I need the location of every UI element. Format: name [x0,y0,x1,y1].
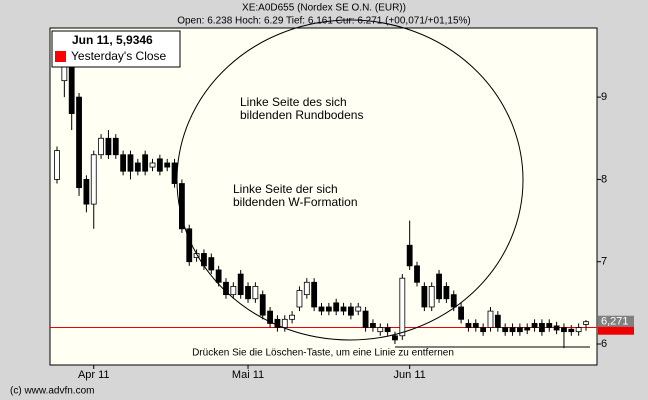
candle-body [487,310,494,328]
candle-body [68,63,75,114]
chart-title: XE:A0D655 (Nordex SE O.N. (EUR)) [242,3,406,14]
candle-body [245,286,251,300]
candle-body [458,306,464,320]
candle-body [472,323,479,328]
annotation: Linke Seite der sich [233,182,338,196]
candle-body [539,323,545,333]
candle-body [164,162,171,168]
x-tick-label: Apr 11 [78,369,110,381]
candle-body [179,183,185,230]
candle-body [428,286,435,308]
candle-body [156,158,163,172]
candle-body [54,150,60,180]
candle-body [421,286,428,308]
candle-body [465,323,472,328]
candle-body [98,137,104,156]
copyright: (c) www.advfn.com [10,386,94,397]
candle-body [524,327,531,331]
candle-body [215,269,222,283]
candle-body [384,327,391,333]
candle-body [553,325,560,331]
candle-body [575,327,582,333]
candle-body [171,162,178,184]
candle-body [509,327,516,333]
annotation: Linke Seite des sich [240,95,347,109]
y-tick-label: 7 [601,256,607,268]
candle-body [502,327,509,333]
y-tick-label: 6 [601,338,607,350]
candle-body [120,154,127,172]
candle-body [583,321,589,325]
candle-body [561,327,567,333]
candle-body [90,154,97,205]
candle-body [230,286,237,296]
annotation: Drücken Sie die Löschen-Taste, um eine L… [192,348,454,359]
candle-body [340,306,347,312]
candle-body [142,154,149,172]
legend-box [51,30,181,68]
candle-body [149,162,156,168]
legend-label: Yesterday's Close [71,49,167,63]
candle-body [414,265,420,283]
candle-body [274,318,281,328]
candle-body [370,323,376,328]
marks [50,39,597,349]
chart-subtitle: Open: 6.238 Hoch: 6.29 Tief: 6.161 Cur: … [177,16,471,27]
annotation: bildenden Rundbodens [240,108,363,122]
candle-body [406,244,413,267]
candle-body [516,327,523,333]
candle-body [252,286,259,300]
candle-body [311,281,318,308]
candle-body [399,277,406,337]
candle-body [546,323,553,328]
legend-title: Jun 11, 5,9346 [72,33,153,47]
legend-swatch [55,51,66,62]
current-price-label: 6,271 [601,316,629,328]
candle-body [303,281,310,296]
annotation: bildenden W-Formation [233,195,358,209]
ref-price-box [598,326,634,335]
candle-body [494,314,501,328]
candle-body [318,306,325,312]
candle-body [296,290,303,308]
candle-body [480,327,487,333]
candle-body [450,294,457,308]
candle-body [259,294,266,316]
x-tick-label: Jun 11 [394,369,426,381]
candle-body [281,318,288,328]
candle-body [568,328,575,333]
candle-body [105,137,112,156]
candle-body [531,323,538,328]
candle-body [127,154,134,172]
candle-body [436,273,442,300]
candle-body [347,306,354,316]
candle-body [76,96,82,189]
candle-body [83,179,90,205]
candle-body [377,327,384,333]
candle-body [112,137,119,156]
candle-body [267,310,273,324]
candle-body [392,335,398,341]
circle-drawing [176,19,524,341]
candle-body [362,310,369,328]
candle-body [134,162,141,172]
candle-body [289,314,296,320]
y-tick-label: 9 [601,91,607,103]
current-price-box [598,315,634,327]
candle-body [237,273,244,296]
x-tick-label: Mai 11 [232,369,264,381]
y-tick-label: 8 [601,173,607,185]
candle-body [208,257,215,271]
candle-body [325,306,332,312]
candle-body [355,306,362,312]
candle-body [333,302,340,312]
candle-body [443,286,450,300]
